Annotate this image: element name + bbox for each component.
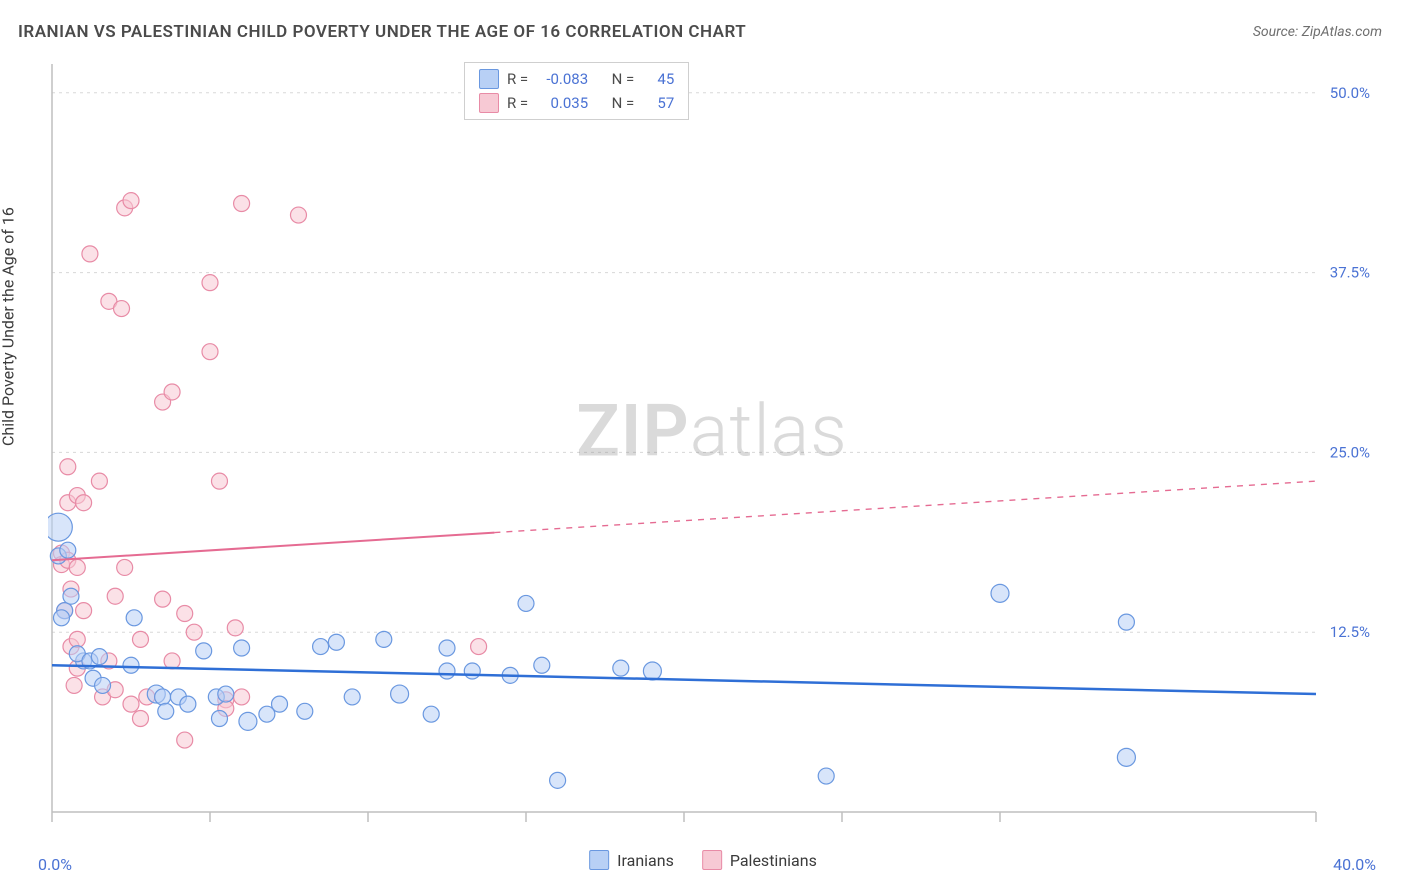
- source-prefix: Source:: [1253, 24, 1302, 40]
- svg-text:50.0%: 50.0%: [1330, 84, 1370, 102]
- n-label: N =: [612, 94, 635, 112]
- legend-swatch: [702, 850, 722, 870]
- legend-swatch: [479, 69, 499, 89]
- r-value: 0.035: [540, 94, 588, 112]
- legend-label: Iranians: [617, 851, 674, 870]
- legend-item: Iranians: [589, 850, 674, 870]
- legend-swatch: [589, 850, 609, 870]
- svg-text:37.5%: 37.5%: [1330, 264, 1370, 282]
- n-value: 45: [646, 70, 674, 88]
- legend-swatch: [479, 93, 499, 113]
- legend-stat-row: R = 0.035 N = 57: [465, 91, 688, 115]
- scatter-svg: 12.5% 25.0% 37.5% 50.0%: [48, 60, 1376, 832]
- plot-area: 12.5%25.0%37.5%50.0% ZIPatlas: [48, 60, 1376, 832]
- legend-label: Palestinians: [730, 851, 817, 870]
- legend-bottom: Iranians Palestinians: [589, 850, 817, 870]
- n-label: N =: [612, 70, 635, 88]
- legend-stat-row: R = -0.083 N = 45: [465, 67, 688, 91]
- chart-title: IRANIAN VS PALESTINIAN CHILD POVERTY UND…: [18, 22, 746, 42]
- x-axis-max-label: 40.0%: [1333, 855, 1376, 874]
- chart-container: IRANIAN VS PALESTINIAN CHILD POVERTY UND…: [0, 0, 1406, 892]
- legend-stats-box: R = -0.083 N = 45 R = 0.035 N = 57: [464, 62, 689, 120]
- y-axis-label: Child Poverty Under the Age of 16: [0, 207, 18, 446]
- source-label: Source: ZipAtlas.com: [1253, 24, 1382, 40]
- r-label: R =: [507, 70, 528, 88]
- legend-item: Palestinians: [702, 850, 817, 870]
- x-axis-min-label: 0.0%: [38, 855, 72, 874]
- svg-text:12.5%: 12.5%: [1330, 623, 1370, 641]
- n-value: 57: [646, 94, 674, 112]
- source-name: ZipAtlas.com: [1302, 24, 1382, 40]
- r-value: -0.083: [540, 70, 588, 88]
- svg-text:25.0%: 25.0%: [1330, 443, 1370, 461]
- r-label: R =: [507, 94, 528, 112]
